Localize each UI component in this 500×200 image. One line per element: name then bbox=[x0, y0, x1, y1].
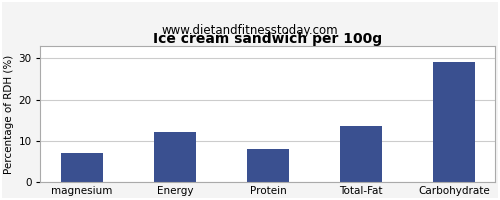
Y-axis label: Percentage of RDH (%): Percentage of RDH (%) bbox=[4, 54, 14, 174]
Bar bbox=[340, 126, 382, 182]
Bar bbox=[433, 62, 474, 182]
Bar bbox=[247, 149, 289, 182]
Title: Ice cream sandwich per 100g: Ice cream sandwich per 100g bbox=[154, 32, 382, 46]
Text: www.dietandfitnesstoday.com: www.dietandfitnesstoday.com bbox=[162, 24, 338, 37]
Bar bbox=[154, 132, 196, 182]
Bar bbox=[61, 153, 103, 182]
